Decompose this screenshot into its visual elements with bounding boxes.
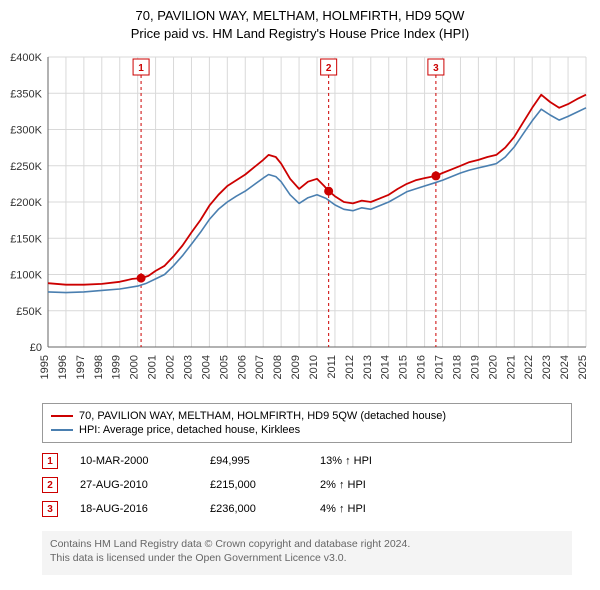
legend-label: HPI: Average price, detached house, Kirk… <box>79 424 300 436</box>
marker-badge: 2 <box>42 477 58 493</box>
svg-text:2016: 2016 <box>416 355 428 379</box>
svg-text:£150K: £150K <box>10 233 42 245</box>
svg-text:£100K: £100K <box>10 270 42 282</box>
legend-swatch <box>51 415 73 417</box>
svg-text:2003: 2003 <box>182 355 194 379</box>
svg-text:2004: 2004 <box>200 355 212 379</box>
svg-text:2020: 2020 <box>487 355 499 379</box>
svg-text:1995: 1995 <box>39 355 51 379</box>
svg-text:1: 1 <box>138 63 144 74</box>
sale-pct: 2% ↑ HPI <box>320 479 366 491</box>
svg-text:£250K: £250K <box>10 161 42 173</box>
legend-item: 70, PAVILION WAY, MELTHAM, HOLMFIRTH, HD… <box>51 409 563 423</box>
svg-text:2023: 2023 <box>541 355 553 379</box>
svg-text:2000: 2000 <box>129 355 141 379</box>
svg-text:2013: 2013 <box>362 355 374 379</box>
sales-table: 1 10-MAR-2000 £94,995 13% ↑ HPI 2 27-AUG… <box>42 449 572 521</box>
legend: 70, PAVILION WAY, MELTHAM, HOLMFIRTH, HD… <box>42 403 572 443</box>
legend-swatch <box>51 429 73 431</box>
sale-date: 18-AUG-2016 <box>80 503 210 515</box>
title-address: 70, PAVILION WAY, MELTHAM, HOLMFIRTH, HD… <box>10 8 590 23</box>
svg-text:£350K: £350K <box>10 88 42 100</box>
svg-text:2022: 2022 <box>523 355 535 379</box>
svg-text:2019: 2019 <box>469 355 481 379</box>
legend-label: 70, PAVILION WAY, MELTHAM, HOLMFIRTH, HD… <box>79 410 446 422</box>
title-subtitle: Price paid vs. HM Land Registry's House … <box>10 26 590 41</box>
sale-date: 27-AUG-2010 <box>80 479 210 491</box>
svg-text:2010: 2010 <box>308 355 320 379</box>
sale-price: £236,000 <box>210 503 320 515</box>
svg-text:1998: 1998 <box>93 355 105 379</box>
svg-text:2024: 2024 <box>559 355 571 379</box>
table-row: 3 18-AUG-2016 £236,000 4% ↑ HPI <box>42 497 572 521</box>
svg-text:2009: 2009 <box>290 355 302 379</box>
sale-price: £94,995 <box>210 455 320 467</box>
sale-pct: 4% ↑ HPI <box>320 503 366 515</box>
svg-text:2007: 2007 <box>254 355 266 379</box>
marker-badge: 1 <box>42 453 58 469</box>
footer-line: This data is licensed under the Open Gov… <box>50 551 564 565</box>
svg-text:3: 3 <box>433 63 439 74</box>
legend-item: HPI: Average price, detached house, Kirk… <box>51 423 563 437</box>
sale-price: £215,000 <box>210 479 320 491</box>
svg-text:1996: 1996 <box>57 355 69 379</box>
svg-text:2021: 2021 <box>505 355 517 379</box>
svg-text:2011: 2011 <box>326 355 338 379</box>
svg-text:£0: £0 <box>30 342 42 354</box>
svg-text:2005: 2005 <box>218 355 230 379</box>
svg-text:£300K: £300K <box>10 125 42 137</box>
svg-text:1997: 1997 <box>75 355 87 379</box>
svg-text:1999: 1999 <box>111 355 123 379</box>
table-row: 2 27-AUG-2010 £215,000 2% ↑ HPI <box>42 473 572 497</box>
svg-text:2012: 2012 <box>344 355 356 379</box>
svg-text:£200K: £200K <box>10 197 42 209</box>
svg-text:2014: 2014 <box>380 355 392 379</box>
svg-text:2008: 2008 <box>272 355 284 379</box>
svg-text:2018: 2018 <box>451 355 463 379</box>
line-chart-svg: £0 £50K £100K £150K £200K £250K £300K £350K £400… <box>0 45 600 395</box>
chart-title: 70, PAVILION WAY, MELTHAM, HOLMFIRTH, HD… <box>0 0 600 45</box>
footer-attribution: Contains HM Land Registry data © Crown c… <box>42 531 572 575</box>
chart-plot-area: £0 £50K £100K £150K £200K £250K £300K £350K £400… <box>0 45 600 395</box>
svg-text:2017: 2017 <box>434 355 446 379</box>
svg-text:£50K: £50K <box>16 306 42 318</box>
sale-pct: 13% ↑ HPI <box>320 455 372 467</box>
svg-text:£400K: £400K <box>10 52 42 64</box>
svg-text:2: 2 <box>326 63 332 74</box>
svg-text:2002: 2002 <box>165 355 177 379</box>
chart-container: 70, PAVILION WAY, MELTHAM, HOLMFIRTH, HD… <box>0 0 600 575</box>
footer-line: Contains HM Land Registry data © Crown c… <box>50 537 564 551</box>
svg-text:2006: 2006 <box>236 355 248 379</box>
svg-text:2015: 2015 <box>398 355 410 379</box>
svg-text:2001: 2001 <box>147 355 159 379</box>
marker-badge: 3 <box>42 501 58 517</box>
svg-text:2025: 2025 <box>577 355 589 379</box>
sale-date: 10-MAR-2000 <box>80 455 210 467</box>
table-row: 1 10-MAR-2000 £94,995 13% ↑ HPI <box>42 449 572 473</box>
